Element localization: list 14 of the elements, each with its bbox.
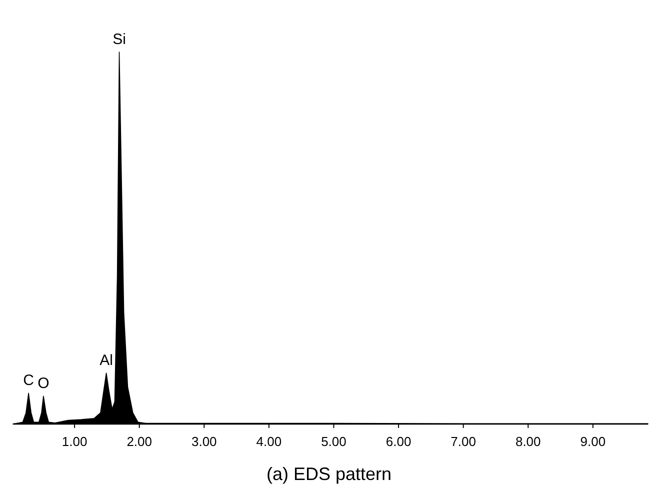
annotation: Al <box>100 352 113 370</box>
x-tick-label: 3.00 <box>191 434 217 449</box>
x-tick-label: 1.00 <box>62 434 88 449</box>
x-tick-label: 4.00 <box>256 434 282 449</box>
x-tick-label: 9.00 <box>580 434 606 449</box>
x-tick-label: 7.00 <box>450 434 476 449</box>
x-tick-label: 6.00 <box>386 434 412 449</box>
annotation: O <box>38 375 50 392</box>
text: (a) EDS pattern <box>266 464 392 484</box>
annotation: Si <box>112 31 126 48</box>
x-tick-label: 5.00 <box>321 434 346 449</box>
x-tick-label: 2.00 <box>126 434 152 449</box>
x-tick-label: 8.00 <box>515 434 541 449</box>
annotation: C <box>23 372 34 390</box>
